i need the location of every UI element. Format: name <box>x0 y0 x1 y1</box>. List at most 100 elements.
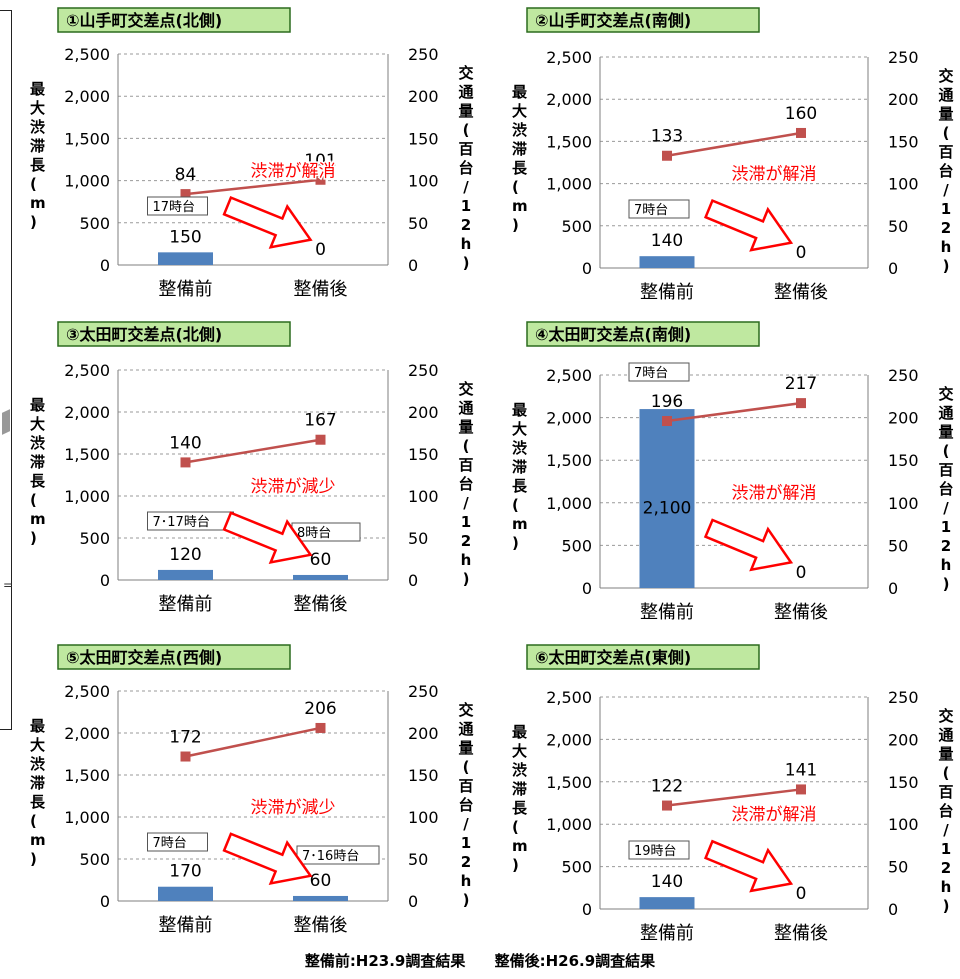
y2-tick-label: 50 <box>408 214 428 233</box>
y-axis-title-char: ( <box>512 496 519 514</box>
y2-axis-title-char: h <box>461 235 472 253</box>
time-badge <box>147 832 208 852</box>
traffic-line <box>666 788 802 807</box>
time-badge-label: 7時台 <box>634 366 668 381</box>
y2-axis-title-char: 台 <box>938 480 953 498</box>
x-category-label: 整備後 <box>774 923 828 944</box>
time-badge-label: 7･17時台 <box>153 515 210 530</box>
y2-axis-title-char: 通 <box>938 86 953 104</box>
y-axis-title: 最大渋滞長(m) <box>30 80 46 231</box>
annotation-arrow <box>222 195 313 249</box>
y2-tick-label: 50 <box>408 529 428 548</box>
y-axis-title-char: ( <box>30 491 37 509</box>
y2-axis-title-char: 百 <box>458 777 473 795</box>
y2-tick-label: 200 <box>888 730 919 749</box>
y-axis-title-char: 滞 <box>30 137 45 155</box>
y-tick-label: 1,000 <box>546 494 592 513</box>
bar-value-label: 0 <box>796 563 807 583</box>
traffic-value-label: 160 <box>785 104 817 124</box>
chart-title-box <box>57 7 291 33</box>
traffic-value-label: 196 <box>651 392 683 412</box>
y2-axis-title-char: 台 <box>938 802 953 820</box>
traffic-line <box>666 131 802 157</box>
y-tick-label: 1,000 <box>64 808 110 827</box>
y2-tick-label: 100 <box>408 808 439 827</box>
chart-title: ③太田町交差点(北側) <box>66 325 222 344</box>
y2-axis-title-char: ) <box>463 570 470 588</box>
traffic-value-label: 141 <box>785 760 817 780</box>
y2-axis-title-char: 量 <box>938 423 953 441</box>
y2-axis-title: 交通量(百台/1 2 h) <box>938 385 953 593</box>
y2-tick-label: 100 <box>888 815 919 834</box>
y-axis-title: 最大渋滞長(m) <box>30 396 46 547</box>
y-tick-label: 2,500 <box>546 688 592 707</box>
y2-axis-title-char: ( <box>943 764 950 782</box>
traffic-point <box>180 751 191 762</box>
y2-tick-label: 200 <box>888 409 919 428</box>
bar-value-label: 0 <box>796 884 807 904</box>
y-axis-title-char: m <box>30 510 46 528</box>
y-axis-title-char: m <box>512 197 528 215</box>
annotation-text: 渋滞が解消 <box>251 161 336 181</box>
y2-axis-title-char: 量 <box>458 418 473 436</box>
y2-axis-title: 交通量(百台/1 2 h) <box>458 380 473 588</box>
y2-axis-title-char: 百 <box>458 456 473 474</box>
y-tick-label: 1,500 <box>546 773 592 792</box>
x-category-label: 整備前 <box>640 602 694 623</box>
y2-tick-label: 150 <box>888 451 919 470</box>
y-tick-label: 1,500 <box>64 766 110 785</box>
y2-axis-title-char: 通 <box>938 726 953 744</box>
chart-title-box <box>57 644 291 670</box>
y2-axis-title-char: 交 <box>938 707 953 725</box>
chart-4: ④太田町交差点(南側)05001,0001,5002,0002,50005010… <box>512 321 954 623</box>
y2-axis-title-char: ( <box>463 437 470 455</box>
chart-6: ⑥太田町交差点(東側)05001,0001,5002,0002,50005010… <box>512 644 954 944</box>
y-tick-label: 1,000 <box>64 172 110 191</box>
y2-tick-label: 250 <box>888 48 919 67</box>
y2-axis-title-char: ( <box>463 121 470 139</box>
y-tick-label: 2,000 <box>64 724 110 743</box>
y2-axis-title-char: 交 <box>938 385 953 403</box>
bar-value-label: 150 <box>169 227 201 247</box>
traffic-line <box>185 726 321 758</box>
time-badge-label: 17時台 <box>153 200 196 215</box>
x-category-label: 整備前 <box>159 915 213 936</box>
y-tick-label: 2,500 <box>64 361 110 380</box>
y-tick-label: 1,500 <box>546 451 592 470</box>
y-tick-label: 2,000 <box>546 730 592 749</box>
y2-axis-title-char: 台 <box>938 162 953 180</box>
y2-axis-title-char: ) <box>943 257 950 275</box>
time-badge-after-label: 7･16時台 <box>302 849 359 864</box>
x-category-label: 整備前 <box>159 279 213 300</box>
y2-tick-label: 0 <box>888 900 898 919</box>
annotation-text: 渋滞が減少 <box>251 477 336 497</box>
traffic-point <box>796 127 806 138</box>
bar <box>639 897 695 909</box>
y2-tick-label: 150 <box>408 445 439 464</box>
annotation-arrow <box>222 832 313 886</box>
y-tick-label: 500 <box>561 536 592 555</box>
y2-axis-title-char: 交 <box>458 380 473 398</box>
y2-axis-title-char: 百 <box>938 143 953 161</box>
time-badge <box>628 362 690 382</box>
y2-axis-title-char: 台 <box>458 159 473 177</box>
y-axis-title-char: 最 <box>30 80 46 98</box>
time-badge <box>147 196 208 216</box>
y-tick-label: 2,500 <box>546 48 592 67</box>
y-axis-title-char: 最 <box>512 83 528 101</box>
y-axis-title: 最大渋滞長(m) <box>512 401 528 552</box>
y2-axis-title-char: 2 <box>941 859 951 877</box>
y-tick-label: 0 <box>100 892 110 911</box>
time-badge <box>628 199 690 219</box>
time-badge-label: 7時台 <box>153 836 187 851</box>
chart-title: ①山手町交差点(北側) <box>66 11 222 30</box>
survey-caption: 整備前:H23.9調査結果 整備後:H26.9調査結果 <box>0 950 960 971</box>
y-axis-title-char: 最 <box>30 396 46 414</box>
y-tick-label: 0 <box>100 571 110 590</box>
y-axis-title-char: 長 <box>30 472 46 490</box>
bar <box>639 256 695 268</box>
y2-axis-title-char: ) <box>463 254 470 272</box>
y2-axis-title-char: / <box>463 178 469 196</box>
y2-tick-label: 200 <box>408 724 439 743</box>
traffic-point <box>662 800 672 811</box>
